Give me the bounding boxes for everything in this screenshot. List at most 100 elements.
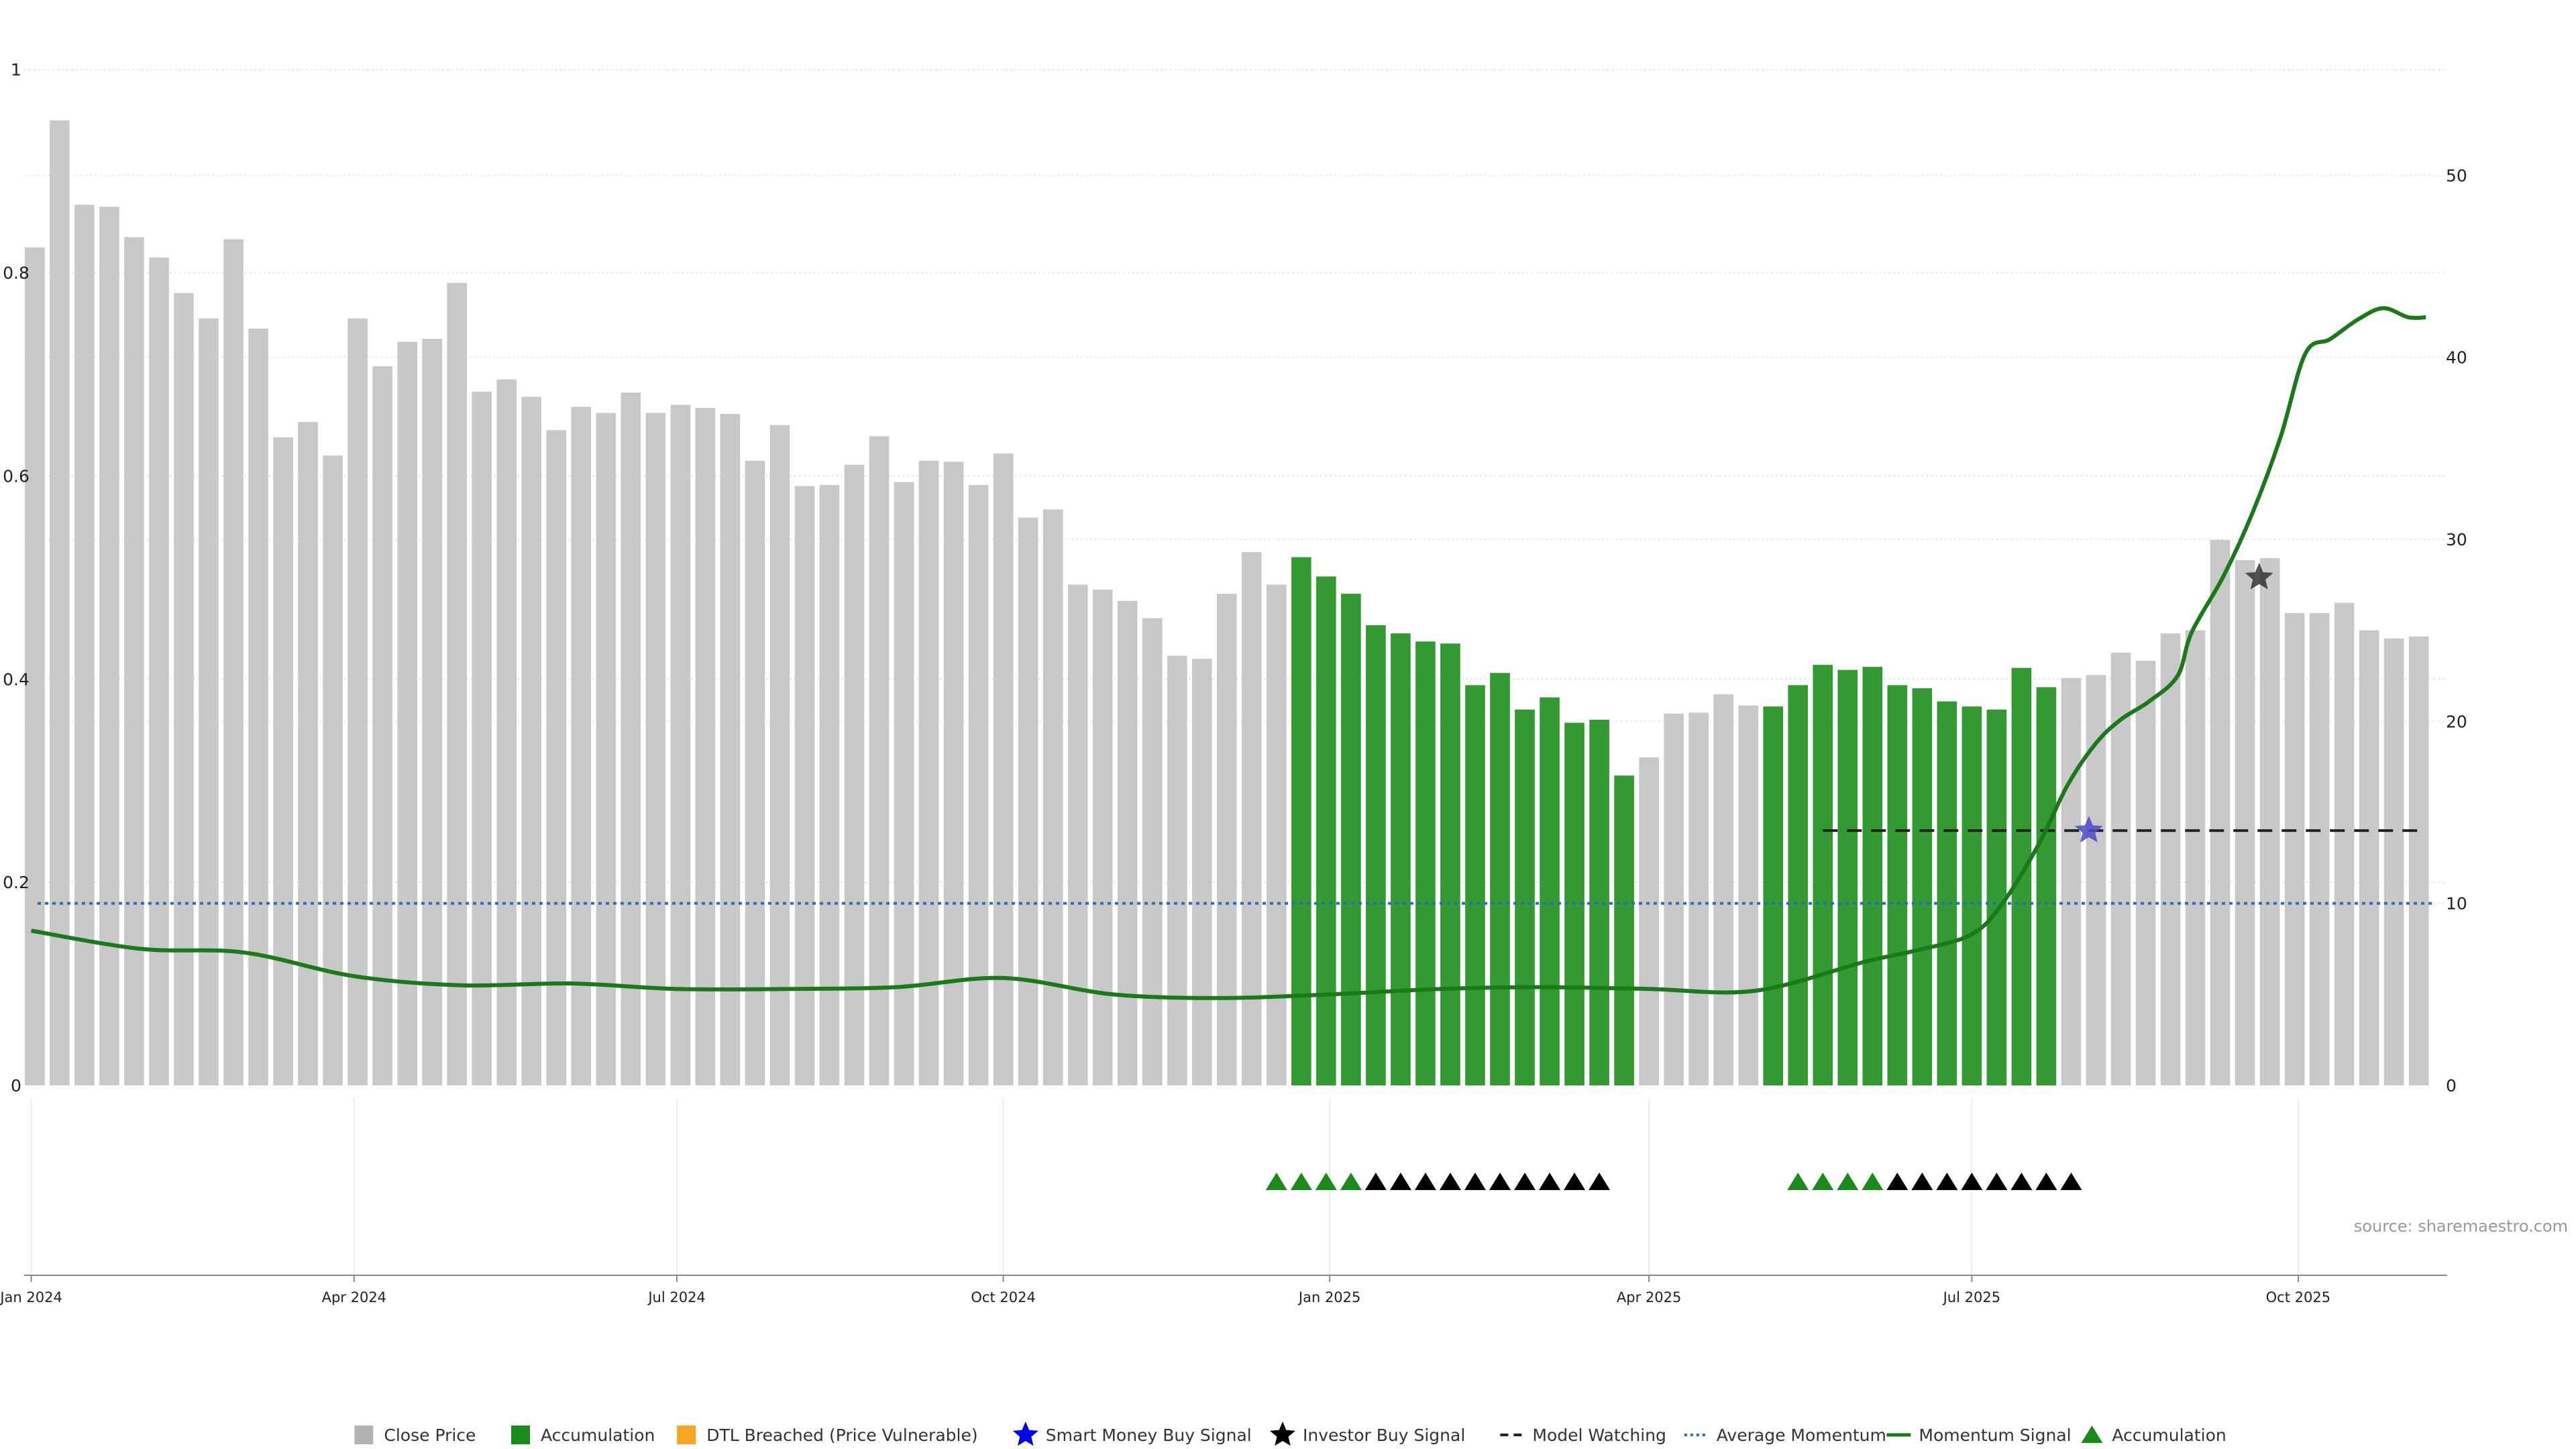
close-price-bar bbox=[1241, 552, 1262, 1085]
close-price-bar bbox=[1639, 757, 1659, 1085]
close-price-bar bbox=[2334, 602, 2355, 1085]
legend-item: Accumulation bbox=[511, 1426, 655, 1445]
legend-item: Close Price bbox=[354, 1426, 476, 1445]
legend-item: Accumulation bbox=[2081, 1426, 2226, 1445]
close-price-bar bbox=[670, 405, 691, 1085]
accumulation-bar bbox=[1887, 685, 1908, 1085]
accumulation-bar bbox=[2036, 687, 2057, 1085]
close-price-bar bbox=[50, 120, 70, 1085]
accumulation-bar bbox=[1862, 667, 1883, 1085]
close-price-bar bbox=[1042, 509, 1063, 1085]
close-price-bar bbox=[819, 485, 840, 1085]
momentum-signal-line bbox=[31, 306, 2426, 1000]
close-price-bar bbox=[769, 425, 790, 1085]
close-price-bar bbox=[621, 392, 641, 1086]
legend-label: Close Price bbox=[384, 1426, 476, 1445]
accumulation-marker bbox=[1589, 1173, 1611, 1190]
close-price-bar bbox=[248, 328, 268, 1085]
close-price-bar bbox=[223, 239, 244, 1086]
accumulation-marker bbox=[1787, 1173, 1809, 1190]
left-axis-tick-label: 0.8 bbox=[3, 264, 30, 283]
accumulation-marker bbox=[1340, 1173, 1362, 1190]
close-price-bar bbox=[496, 379, 517, 1085]
legend-label: Smart Money Buy Signal bbox=[1046, 1426, 1252, 1445]
accumulation-marker bbox=[1489, 1173, 1511, 1190]
close-price-bar bbox=[74, 205, 95, 1086]
close-price-bar bbox=[372, 366, 392, 1085]
legend-label: DTL Breached (Price Vulnerable) bbox=[706, 1426, 977, 1445]
close-price-bar bbox=[2383, 638, 2404, 1085]
investor-buy-star bbox=[2245, 562, 2273, 590]
close-price-bar bbox=[273, 437, 293, 1085]
left-axis-tick-label: 1 bbox=[11, 60, 21, 80]
legend-swatch bbox=[354, 1426, 374, 1444]
right-axis-tick-label: 30 bbox=[2446, 530, 2467, 549]
accumulation-bar bbox=[1937, 701, 1957, 1085]
close-price-bar bbox=[1267, 584, 1287, 1085]
x-axis-tick-label: Oct 2024 bbox=[971, 1289, 1035, 1305]
x-axis-tick-label: Jan 2025 bbox=[1297, 1289, 1361, 1305]
close-price-bar bbox=[546, 430, 567, 1085]
accumulation-marker bbox=[1290, 1173, 1312, 1190]
close-price-bar bbox=[1117, 600, 1138, 1085]
close-price-bar bbox=[2309, 612, 2330, 1085]
close-price-bar bbox=[422, 339, 442, 1085]
close-price-bar bbox=[596, 413, 616, 1085]
momentum-lines bbox=[31, 306, 2434, 1000]
legend-item: Model Watching bbox=[1500, 1426, 1666, 1445]
buy-signals bbox=[2074, 562, 2273, 843]
accumulation-bar bbox=[1316, 576, 1336, 1085]
accumulation-bar bbox=[1763, 706, 1784, 1085]
accumulation-marker bbox=[1514, 1173, 1536, 1190]
accumulation-bar bbox=[1614, 775, 1634, 1085]
close-price-bar bbox=[2408, 636, 2429, 1085]
price-bars bbox=[25, 120, 2429, 1086]
close-price-bar bbox=[1738, 705, 1758, 1085]
accumulation-marker bbox=[1539, 1173, 1561, 1190]
close-price-bar bbox=[943, 462, 964, 1085]
legend-label: Investor Buy Signal bbox=[1303, 1426, 1465, 1445]
legend-star-icon bbox=[1269, 1421, 1296, 1446]
right-axis-tick-label: 40 bbox=[2446, 348, 2467, 368]
accumulation-bar bbox=[1589, 719, 1609, 1085]
x-axis-tick-label: Apr 2024 bbox=[322, 1289, 386, 1305]
accumulation-marker bbox=[1439, 1173, 1461, 1190]
legend-star-icon bbox=[1012, 1421, 1038, 1446]
close-price-bar bbox=[347, 318, 368, 1085]
legend-label: Average Momentum bbox=[1717, 1426, 1886, 1445]
close-price-bar bbox=[993, 453, 1014, 1085]
close-price-bar bbox=[2210, 539, 2231, 1085]
accumulation-marker bbox=[1464, 1173, 1486, 1190]
left-axis-tick-label: 0 bbox=[11, 1076, 21, 1095]
source-label: source: sharemaestro.com bbox=[2354, 1217, 2568, 1236]
legend-swatch bbox=[677, 1426, 696, 1444]
accumulation-bar bbox=[1813, 665, 1833, 1085]
close-price-bar bbox=[1092, 590, 1113, 1085]
legend-label: Accumulation bbox=[541, 1426, 655, 1445]
close-price-bar bbox=[99, 207, 119, 1086]
accumulation-bar bbox=[1341, 594, 1361, 1085]
accumulation-bar bbox=[1986, 709, 2007, 1085]
accumulation-bar bbox=[1962, 706, 1982, 1085]
close-price-bar bbox=[794, 486, 815, 1085]
close-price-bar bbox=[844, 464, 865, 1085]
close-price-bar bbox=[968, 485, 989, 1085]
close-price-bar bbox=[199, 318, 219, 1085]
accumulation-marker bbox=[1936, 1173, 1958, 1190]
close-price-bar bbox=[2235, 560, 2255, 1085]
close-price-bar bbox=[1216, 594, 1237, 1085]
close-price-bar bbox=[571, 407, 592, 1085]
accumulation-bar bbox=[1540, 697, 1560, 1085]
close-price-bar bbox=[149, 257, 169, 1085]
accumulation-marker bbox=[1886, 1173, 1909, 1190]
accumulation-marker bbox=[1911, 1173, 1933, 1190]
close-price-bar bbox=[2284, 612, 2305, 1085]
accumulation-bar bbox=[1415, 641, 1436, 1085]
accumulation-marker bbox=[1862, 1173, 1884, 1190]
accumulation-marker bbox=[2035, 1173, 2057, 1190]
close-price-bar bbox=[397, 341, 417, 1085]
close-price-bar bbox=[2160, 633, 2181, 1085]
accumulation-bar bbox=[1366, 625, 1386, 1085]
